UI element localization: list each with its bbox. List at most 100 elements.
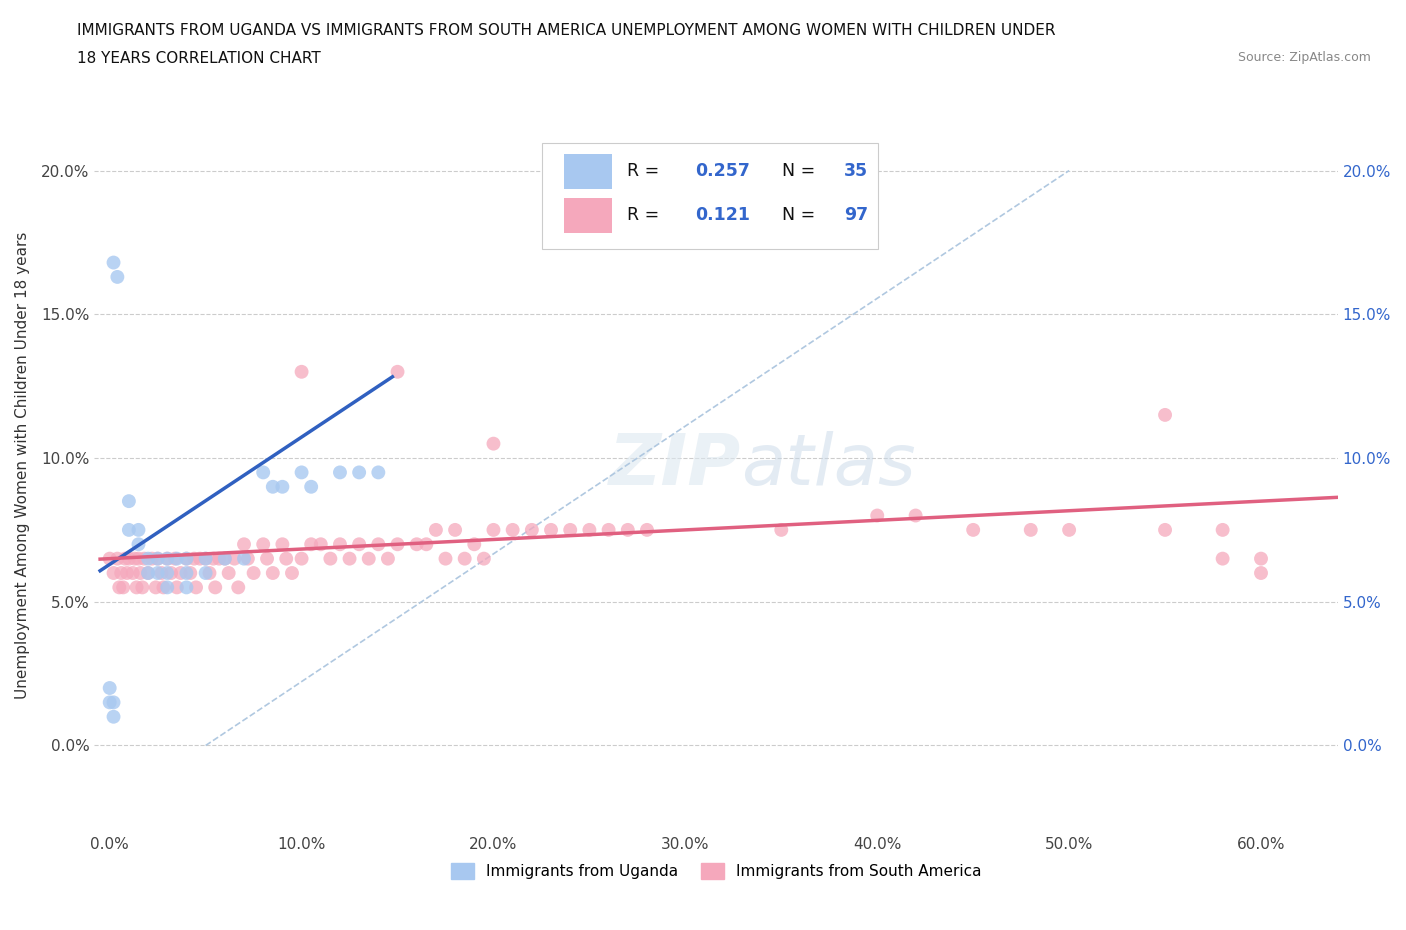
Point	[194, 565, 217, 580]
Point	[198, 565, 221, 580]
Point	[146, 565, 169, 580]
Point	[636, 523, 658, 538]
Point	[179, 565, 201, 580]
Point	[118, 523, 141, 538]
Point	[166, 580, 188, 595]
Point	[434, 551, 457, 566]
Point	[98, 681, 121, 696]
Point	[262, 565, 284, 580]
Point	[188, 551, 211, 566]
Point	[866, 508, 889, 523]
Point	[121, 565, 143, 580]
Point	[105, 551, 128, 566]
Point	[150, 565, 173, 580]
Point	[103, 255, 125, 270]
Text: atlas: atlas	[741, 431, 915, 499]
Point	[233, 537, 256, 551]
Point	[105, 270, 128, 285]
Text: ZIP: ZIP	[609, 431, 741, 499]
Point	[309, 537, 332, 551]
Point	[1212, 523, 1234, 538]
Point	[617, 523, 640, 538]
Point	[214, 551, 236, 566]
Point	[176, 580, 198, 595]
Point	[236, 551, 259, 566]
Point	[319, 551, 342, 566]
Point	[194, 551, 217, 566]
Point	[1212, 551, 1234, 566]
Point	[329, 465, 352, 480]
Point	[271, 537, 294, 551]
Point	[129, 565, 152, 580]
Point	[540, 523, 562, 538]
Point	[112, 580, 135, 595]
Point	[502, 523, 524, 538]
Point	[202, 551, 225, 566]
Legend: Immigrants from Uganda, Immigrants from South America: Immigrants from Uganda, Immigrants from …	[451, 863, 981, 879]
Point	[134, 551, 156, 566]
Point	[233, 551, 256, 566]
Point	[204, 580, 226, 595]
Point	[146, 551, 169, 566]
Point	[242, 565, 264, 580]
Point	[454, 551, 477, 566]
Text: 0.257: 0.257	[695, 162, 749, 180]
Point	[962, 523, 984, 538]
Point	[127, 551, 149, 566]
Point	[357, 551, 380, 566]
Point	[118, 494, 141, 509]
Point	[387, 365, 409, 379]
Point	[463, 537, 485, 551]
Text: 18 YEARS CORRELATION CHART: 18 YEARS CORRELATION CHART	[77, 51, 321, 66]
Point	[1019, 523, 1042, 538]
Point	[904, 508, 927, 523]
FancyBboxPatch shape	[541, 142, 877, 249]
Point	[127, 537, 149, 551]
Point	[367, 537, 389, 551]
Point	[1250, 551, 1272, 566]
Point	[472, 551, 495, 566]
Point	[770, 523, 793, 538]
Point	[156, 551, 179, 566]
Point	[103, 695, 125, 710]
Point	[218, 565, 240, 580]
Point	[415, 537, 437, 551]
Point	[152, 580, 174, 595]
Point	[482, 436, 505, 451]
Text: R =: R =	[627, 162, 664, 180]
Point	[329, 537, 352, 551]
Point	[1250, 565, 1272, 580]
Point	[125, 580, 148, 595]
Point	[110, 565, 132, 580]
Point	[347, 465, 370, 480]
Point	[290, 465, 312, 480]
Point	[160, 565, 183, 580]
Point	[256, 551, 278, 566]
Point	[226, 580, 249, 595]
Point	[156, 565, 179, 580]
Point	[136, 551, 159, 566]
Point	[170, 565, 193, 580]
Point	[131, 580, 153, 595]
Point	[1057, 523, 1080, 538]
Point	[299, 537, 322, 551]
Point	[183, 551, 205, 566]
Point	[118, 551, 141, 566]
Point	[299, 479, 322, 494]
Point	[163, 551, 186, 566]
Text: R =: R =	[627, 206, 669, 224]
Y-axis label: Unemployment Among Women with Children Under 18 years: Unemployment Among Women with Children U…	[15, 232, 30, 699]
Text: 35: 35	[844, 162, 869, 180]
Point	[377, 551, 399, 566]
Point	[156, 551, 179, 566]
Point	[214, 551, 236, 566]
Text: IMMIGRANTS FROM UGANDA VS IMMIGRANTS FROM SOUTH AMERICA UNEMPLOYMENT AMONG WOMEN: IMMIGRANTS FROM UGANDA VS IMMIGRANTS FRO…	[77, 23, 1056, 38]
Point	[127, 523, 149, 538]
Point	[290, 551, 312, 566]
Text: N =: N =	[782, 162, 821, 180]
Point	[141, 551, 163, 566]
Point	[124, 551, 146, 566]
Point	[290, 365, 312, 379]
Point	[444, 523, 467, 538]
Point	[208, 551, 231, 566]
